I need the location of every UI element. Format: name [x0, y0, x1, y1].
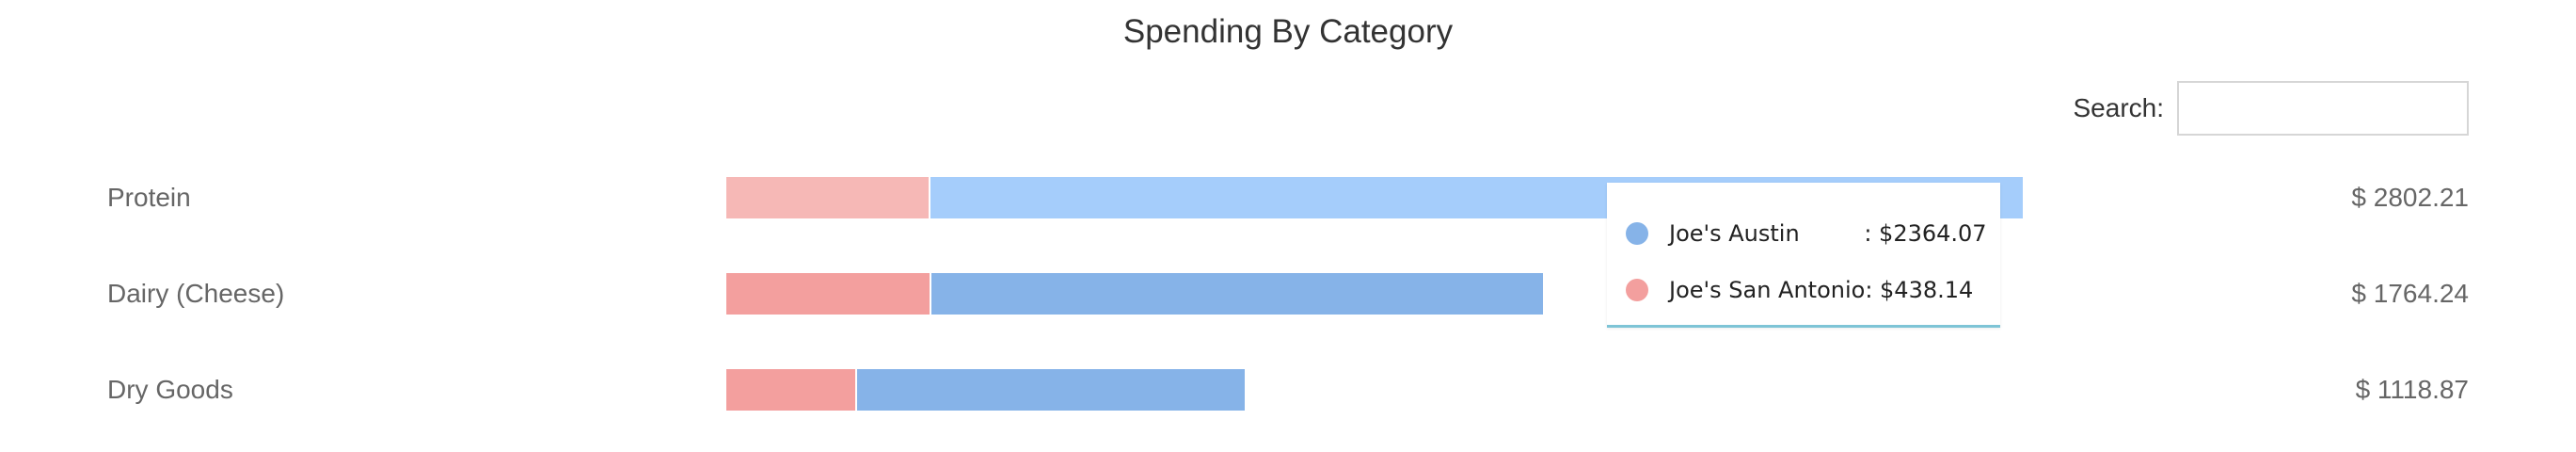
tooltip-text: Joe's Austin : $2364.07	[1669, 220, 1987, 247]
chart-tooltip: Joe's Austin : $2364.07 Joe's San Antonio…	[1607, 183, 2000, 328]
bar-row[interactable]: Dairy (Cheese) $ 1764.24	[0, 266, 2576, 322]
stacked-bar-chart: Protein $ 2802.21 Dairy (Cheese) $ 1764.24 D…	[0, 170, 2576, 452]
tooltip-line: Joe's San Antonio: $438.14	[1626, 262, 1981, 318]
tooltip-line: Joe's Austin : $2364.07	[1626, 205, 1987, 262]
bar-stack[interactable]	[726, 273, 1543, 315]
category-label: Dry Goods	[107, 375, 233, 404]
legend-dot-icon	[1626, 279, 1648, 301]
category-total: $ 1764.24	[2351, 279, 2469, 308]
category-label: Dairy (Cheese)	[107, 279, 285, 308]
search-label: Search:	[2073, 93, 2165, 122]
tooltip-text: Joe's San Antonio: $438.14	[1669, 277, 1974, 303]
bar-row[interactable]: Protein $ 2802.21	[0, 170, 2576, 226]
bar-segment-austin[interactable]	[855, 369, 1245, 411]
legend-dot-icon	[1626, 222, 1648, 245]
category-total: $ 1118.87	[2355, 375, 2469, 404]
bar-stack[interactable]	[726, 369, 1245, 411]
bar-segment-san-antonio[interactable]	[726, 369, 855, 411]
search-group: Search:	[2073, 81, 2469, 136]
search-input[interactable]	[2177, 81, 2469, 136]
category-total: $ 2802.21	[2351, 183, 2469, 212]
chart-title: Spending By Category	[1122, 13, 1454, 50]
bar-segment-austin[interactable]	[930, 273, 1543, 315]
bar-segment-san-antonio[interactable]	[726, 273, 930, 315]
bar-segment-san-antonio[interactable]	[726, 177, 929, 218]
category-label: Protein	[107, 183, 191, 212]
bar-row[interactable]: Dry Goods $ 1118.87	[0, 362, 2576, 418]
